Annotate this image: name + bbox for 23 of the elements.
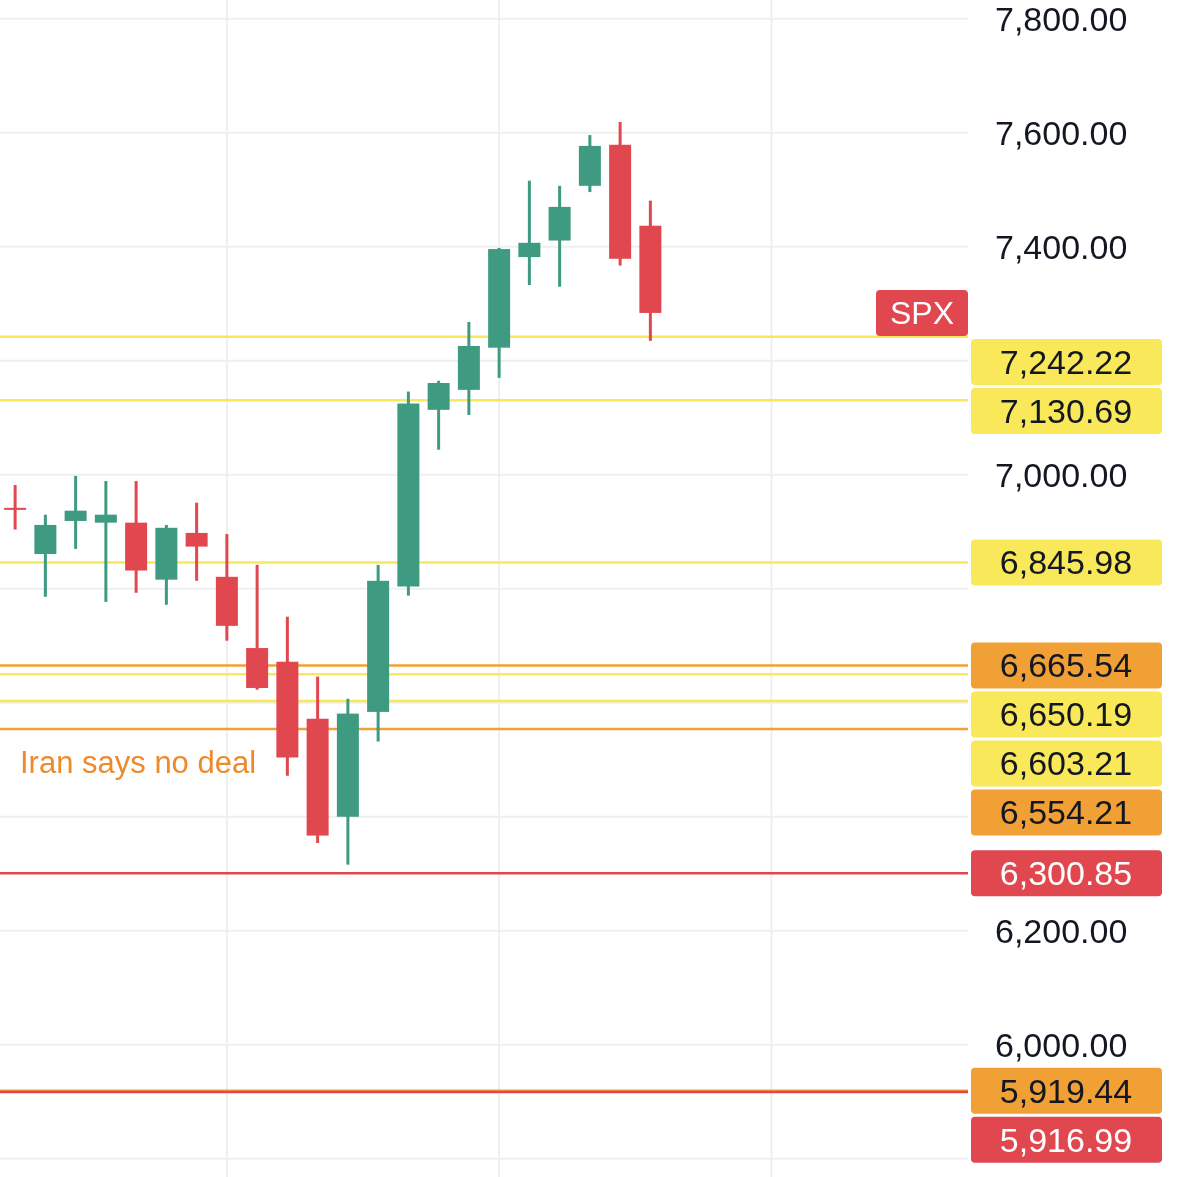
ref-line-label: 7,130.69 (999, 391, 1133, 430)
ref-line-label: 6,603.21 (999, 744, 1133, 783)
y-tick-label: 7,400.00 (995, 227, 1128, 266)
ref-line-label: 7,242.22 (999, 342, 1133, 381)
y-tick-label: 7,000.00 (995, 455, 1128, 494)
candlestick (64, 474, 87, 549)
ref-line-label: 6,300.85 (999, 854, 1133, 893)
candlestick (4, 485, 27, 530)
annotation: SPX (889, 295, 955, 332)
y-tick-label: 7,800.00 (995, 0, 1128, 38)
candlestick (94, 481, 117, 602)
ref-line-label: 6,554.21 (999, 793, 1133, 832)
y-tick-label: 6,000.00 (995, 1025, 1128, 1064)
y-tick-label: 7,600.00 (995, 113, 1128, 152)
ref-line-label: 5,919.44 (999, 1071, 1133, 1110)
annotation: Iran says no deal (20, 745, 257, 780)
y-tick-label: 6,200.00 (995, 911, 1128, 950)
ref-line-label: 6,665.54 (999, 646, 1133, 685)
ref-line-label: 6,845.98 (999, 543, 1133, 582)
candlestick (185, 502, 208, 581)
ref-line-label: 5,916.99 (999, 1120, 1133, 1159)
ref-line-label: 6,650.19 (999, 695, 1133, 734)
candlestick (518, 180, 541, 285)
